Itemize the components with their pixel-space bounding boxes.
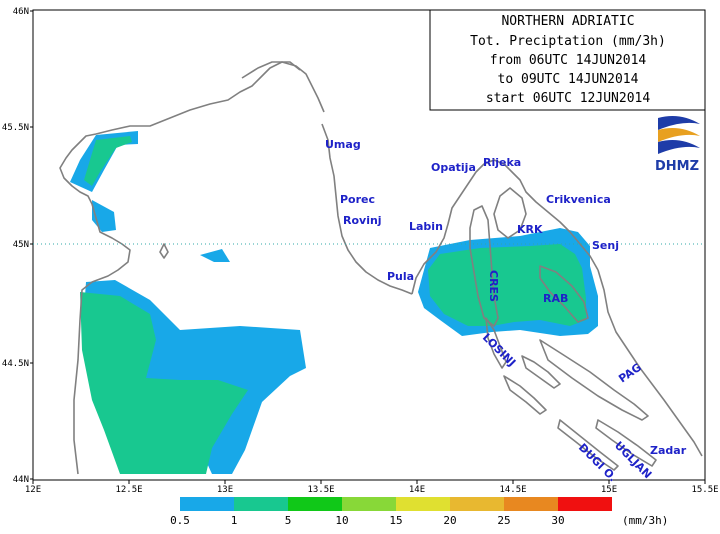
lat-tick-label: 46N	[13, 7, 29, 17]
lon-tick-label: 12E	[25, 485, 41, 495]
place-rovinj: Rovinj	[343, 214, 382, 227]
title-line-2: from 06UTC 14JUN2014	[490, 53, 647, 68]
precip-1-5-area	[80, 136, 586, 474]
legend-label: 0.5	[170, 514, 190, 527]
title-line-3: to 09UTC 14JUN2014	[498, 72, 639, 87]
legend-swatch	[234, 497, 288, 511]
lat-tick-label: 45.5N	[2, 123, 29, 133]
lon-tick-label: 15.5E	[691, 485, 718, 495]
dhmz-logo: DHMZ	[655, 116, 700, 174]
longitude-labels: 12E 12.5E 13E 13.5E 14E 14.5E 15E 15.5E	[25, 480, 719, 495]
legend-swatch	[504, 497, 558, 511]
lon-tick-label: 15E	[601, 485, 617, 495]
title-line-1: Tot. Preciptation (mm/3h)	[470, 34, 666, 49]
lat-tick-label: 44N	[13, 475, 29, 485]
lon-tick-label: 13.5E	[307, 485, 334, 495]
title-line-0: NORTHERN ADRIATIC	[501, 14, 634, 29]
title-line-4: start 06UTC 12JUN2014	[486, 91, 651, 106]
lat-tick-label: 44.5N	[2, 359, 29, 369]
place-umag: Umag	[325, 138, 361, 151]
coastline	[59, 61, 703, 475]
place-opatija: Opatija	[431, 161, 476, 174]
latitude-labels: 46N 45.5N 45N 44.5N 44N	[2, 7, 33, 485]
place-crikvenica: Crikvenica	[546, 193, 611, 206]
logo-label: DHMZ	[655, 159, 699, 174]
legend-swatch	[180, 497, 234, 511]
place-rab: RAB	[543, 292, 568, 305]
place-krk: KRK	[517, 223, 543, 236]
lon-tick-label: 14.5E	[499, 485, 526, 495]
legend-label: 20	[443, 514, 456, 527]
legend-unit: (mm/3h)	[622, 514, 668, 527]
legend-label: 1	[231, 514, 238, 527]
legend-swatch	[558, 497, 612, 511]
lat-tick-label: 45N	[13, 240, 29, 250]
legend-label: 5	[285, 514, 292, 527]
legend-swatch	[342, 497, 396, 511]
legend: 0.5 1 5 10 15 20 25 30 (mm/3h)	[170, 497, 668, 527]
place-labin: Labin	[409, 220, 443, 233]
place-porec: Porec	[340, 193, 375, 206]
place-senj: Senj	[592, 239, 619, 252]
place-rijeka: Rijeka	[483, 156, 521, 169]
lon-tick-label: 14E	[409, 485, 425, 495]
title-lines: NORTHERN ADRIATIC Tot. Preciptation (mm/3…	[470, 14, 666, 106]
lon-tick-label: 13E	[217, 485, 233, 495]
logo-swirl-icon	[658, 116, 700, 154]
legend-label: 30	[551, 514, 564, 527]
legend-swatch	[288, 497, 342, 511]
place-zadar: Zadar	[650, 444, 687, 457]
legend-swatch	[396, 497, 450, 511]
legend-label: 25	[497, 514, 510, 527]
title-box	[429, 9, 706, 111]
lon-tick-label: 12.5E	[115, 485, 142, 495]
place-pula: Pula	[387, 270, 414, 283]
legend-label: 15	[389, 514, 402, 527]
legend-label: 10	[335, 514, 348, 527]
legend-swatch	[450, 497, 504, 511]
place-cres: CRES	[487, 270, 500, 302]
